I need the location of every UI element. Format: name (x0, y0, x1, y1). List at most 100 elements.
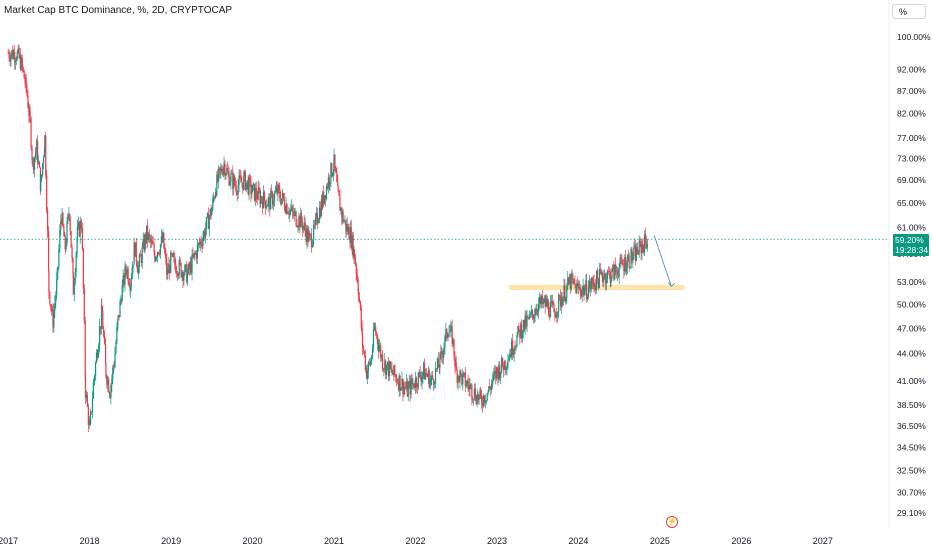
candle-body (82, 248, 84, 289)
candle-body (471, 384, 473, 399)
candle-body (630, 249, 632, 268)
candle-body (136, 261, 138, 269)
candle-body (251, 184, 254, 193)
y-tick-label: 29.10% (897, 508, 926, 518)
candle-body (12, 50, 14, 59)
candle-body (526, 316, 528, 327)
candle-body (127, 269, 129, 283)
candle-body (217, 174, 219, 182)
candle-body (335, 167, 337, 173)
candle-body (476, 393, 478, 405)
candle-body (604, 273, 606, 277)
candle-body (435, 368, 438, 369)
candle-body (602, 277, 604, 282)
candle-body (113, 365, 115, 368)
candle-body (543, 298, 545, 302)
candle-body (134, 242, 136, 257)
percent-scale-button[interactable]: % (892, 4, 926, 19)
candle-body (260, 196, 262, 204)
candle-body (362, 347, 365, 352)
candle-body (11, 50, 13, 55)
candle-body (35, 149, 37, 154)
x-tick-label: 2026 (731, 536, 751, 546)
candle-body (84, 320, 86, 378)
candle-body (422, 372, 424, 377)
candle-body (104, 335, 106, 344)
candle-body (313, 224, 316, 226)
candle-body (67, 214, 69, 222)
candle-body (552, 304, 554, 305)
candle-body (58, 248, 60, 267)
candle-body (416, 386, 418, 388)
candle-body (361, 334, 364, 348)
candle-body (583, 286, 585, 295)
candle-body (250, 180, 252, 195)
candle-body (271, 191, 273, 193)
candle-body (43, 148, 46, 158)
candle-body (603, 276, 605, 282)
candle-body (247, 180, 249, 195)
candle-body (620, 257, 622, 260)
candle-body (529, 313, 532, 315)
candle-body (619, 257, 621, 268)
candle-body (118, 315, 120, 318)
candle-body (42, 163, 44, 175)
candle-body (154, 252, 156, 261)
candle-body (585, 280, 587, 290)
candle-body (13, 52, 15, 59)
candle-body (483, 395, 486, 403)
candle-body (23, 70, 25, 79)
candle-body (581, 290, 583, 297)
candle-body (573, 278, 575, 284)
candle-body (171, 253, 173, 256)
candle-body (212, 198, 214, 210)
candle-body (418, 371, 420, 373)
candle-body (213, 197, 215, 199)
candle-body (440, 351, 442, 355)
candle-body (548, 314, 551, 318)
candle-body (285, 204, 287, 213)
candle-body (103, 328, 105, 336)
candle-body (199, 241, 201, 245)
candle-body (216, 174, 218, 196)
candle-body (77, 222, 79, 227)
candle-body (288, 213, 290, 215)
candle-body (133, 242, 136, 257)
candle-body (200, 241, 202, 245)
candle-body (636, 246, 638, 254)
candle-body (318, 220, 320, 223)
candle-body (527, 316, 529, 318)
candle-body (485, 400, 487, 401)
candle-body (296, 225, 298, 227)
candle-body (584, 289, 586, 295)
candle-body (591, 278, 593, 285)
candle-body (27, 95, 29, 109)
candle-body (244, 171, 246, 190)
candle-body (324, 195, 326, 204)
candle-body (332, 173, 334, 176)
candle-body (392, 372, 394, 375)
candle-body (259, 191, 261, 204)
candle-body (427, 370, 429, 377)
candle-body (532, 314, 534, 319)
candle-body (50, 304, 52, 307)
candle-body (177, 274, 180, 277)
candle-body (407, 385, 409, 397)
candle-body (245, 182, 247, 190)
candle-body (116, 327, 118, 343)
lightning-event-icon[interactable]: ⚡ (666, 516, 678, 528)
candle-body (21, 57, 23, 68)
candle-body (520, 323, 522, 338)
candle-body (25, 77, 27, 87)
candle-body (555, 314, 557, 318)
candle-body (537, 311, 539, 312)
candle-body (569, 277, 571, 284)
candle-body (393, 365, 395, 375)
candle-body (475, 399, 477, 405)
candle-body (508, 358, 510, 361)
candle-body (307, 228, 309, 242)
candle-body (69, 217, 71, 232)
candle-body (454, 355, 456, 367)
candle-body (93, 381, 95, 383)
